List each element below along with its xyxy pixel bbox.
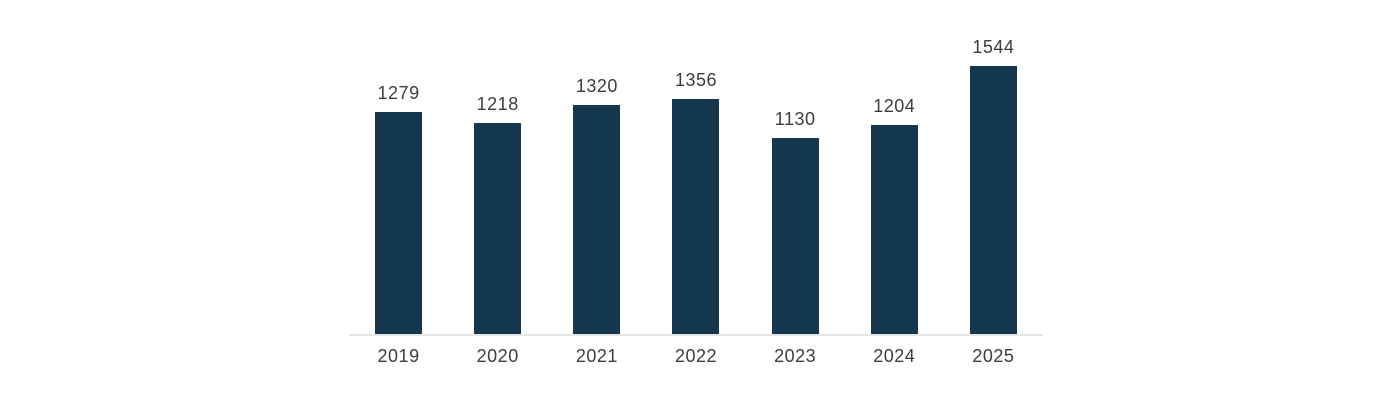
x-axis-tick-label: 2025 bbox=[972, 346, 1015, 366]
x-axis-tick-label: 2021 bbox=[575, 346, 618, 366]
bar-chart-plot-area: 1279 2019 1218 2020 1320 2021 1356 2022 1130 2023… bbox=[349, 0, 1043, 366]
bar-value-label: 1356 bbox=[674, 69, 717, 90]
bar bbox=[375, 112, 423, 334]
bar-group-2023: 1130 2023 bbox=[746, 108, 845, 366]
x-axis-line bbox=[349, 334, 1043, 336]
bar bbox=[672, 98, 720, 334]
bar-group-2021: 1320 2021 bbox=[547, 75, 646, 366]
x-axis-tick-label: 2024 bbox=[873, 346, 916, 366]
bar-value-label: 1320 bbox=[575, 75, 618, 96]
bar-value-label: 1218 bbox=[476, 93, 519, 114]
bar bbox=[771, 137, 819, 334]
bar-value-label: 1279 bbox=[377, 83, 420, 103]
bar bbox=[870, 125, 918, 334]
x-axis-tick-label: 2020 bbox=[476, 346, 519, 366]
x-axis-tick-label: 2019 bbox=[377, 346, 420, 366]
x-axis-tick-label: 2022 bbox=[674, 346, 717, 366]
bar-group-2022: 1356 2022 bbox=[646, 69, 745, 366]
x-axis-tick-label: 2023 bbox=[774, 346, 817, 366]
bar-value-label: 1204 bbox=[873, 96, 916, 116]
bar-group-2025: 1544 2025 bbox=[944, 37, 1043, 366]
bar-group-2019: 1279 2019 bbox=[349, 83, 448, 366]
bar bbox=[573, 104, 621, 334]
bar-value-label: 1130 bbox=[774, 108, 816, 129]
bar-group-2020: 1218 2020 bbox=[448, 93, 547, 366]
bar bbox=[474, 122, 522, 334]
bar bbox=[969, 66, 1017, 334]
bar-value-label: 1544 bbox=[972, 37, 1015, 57]
bar-group-2024: 1204 2024 bbox=[845, 96, 944, 366]
